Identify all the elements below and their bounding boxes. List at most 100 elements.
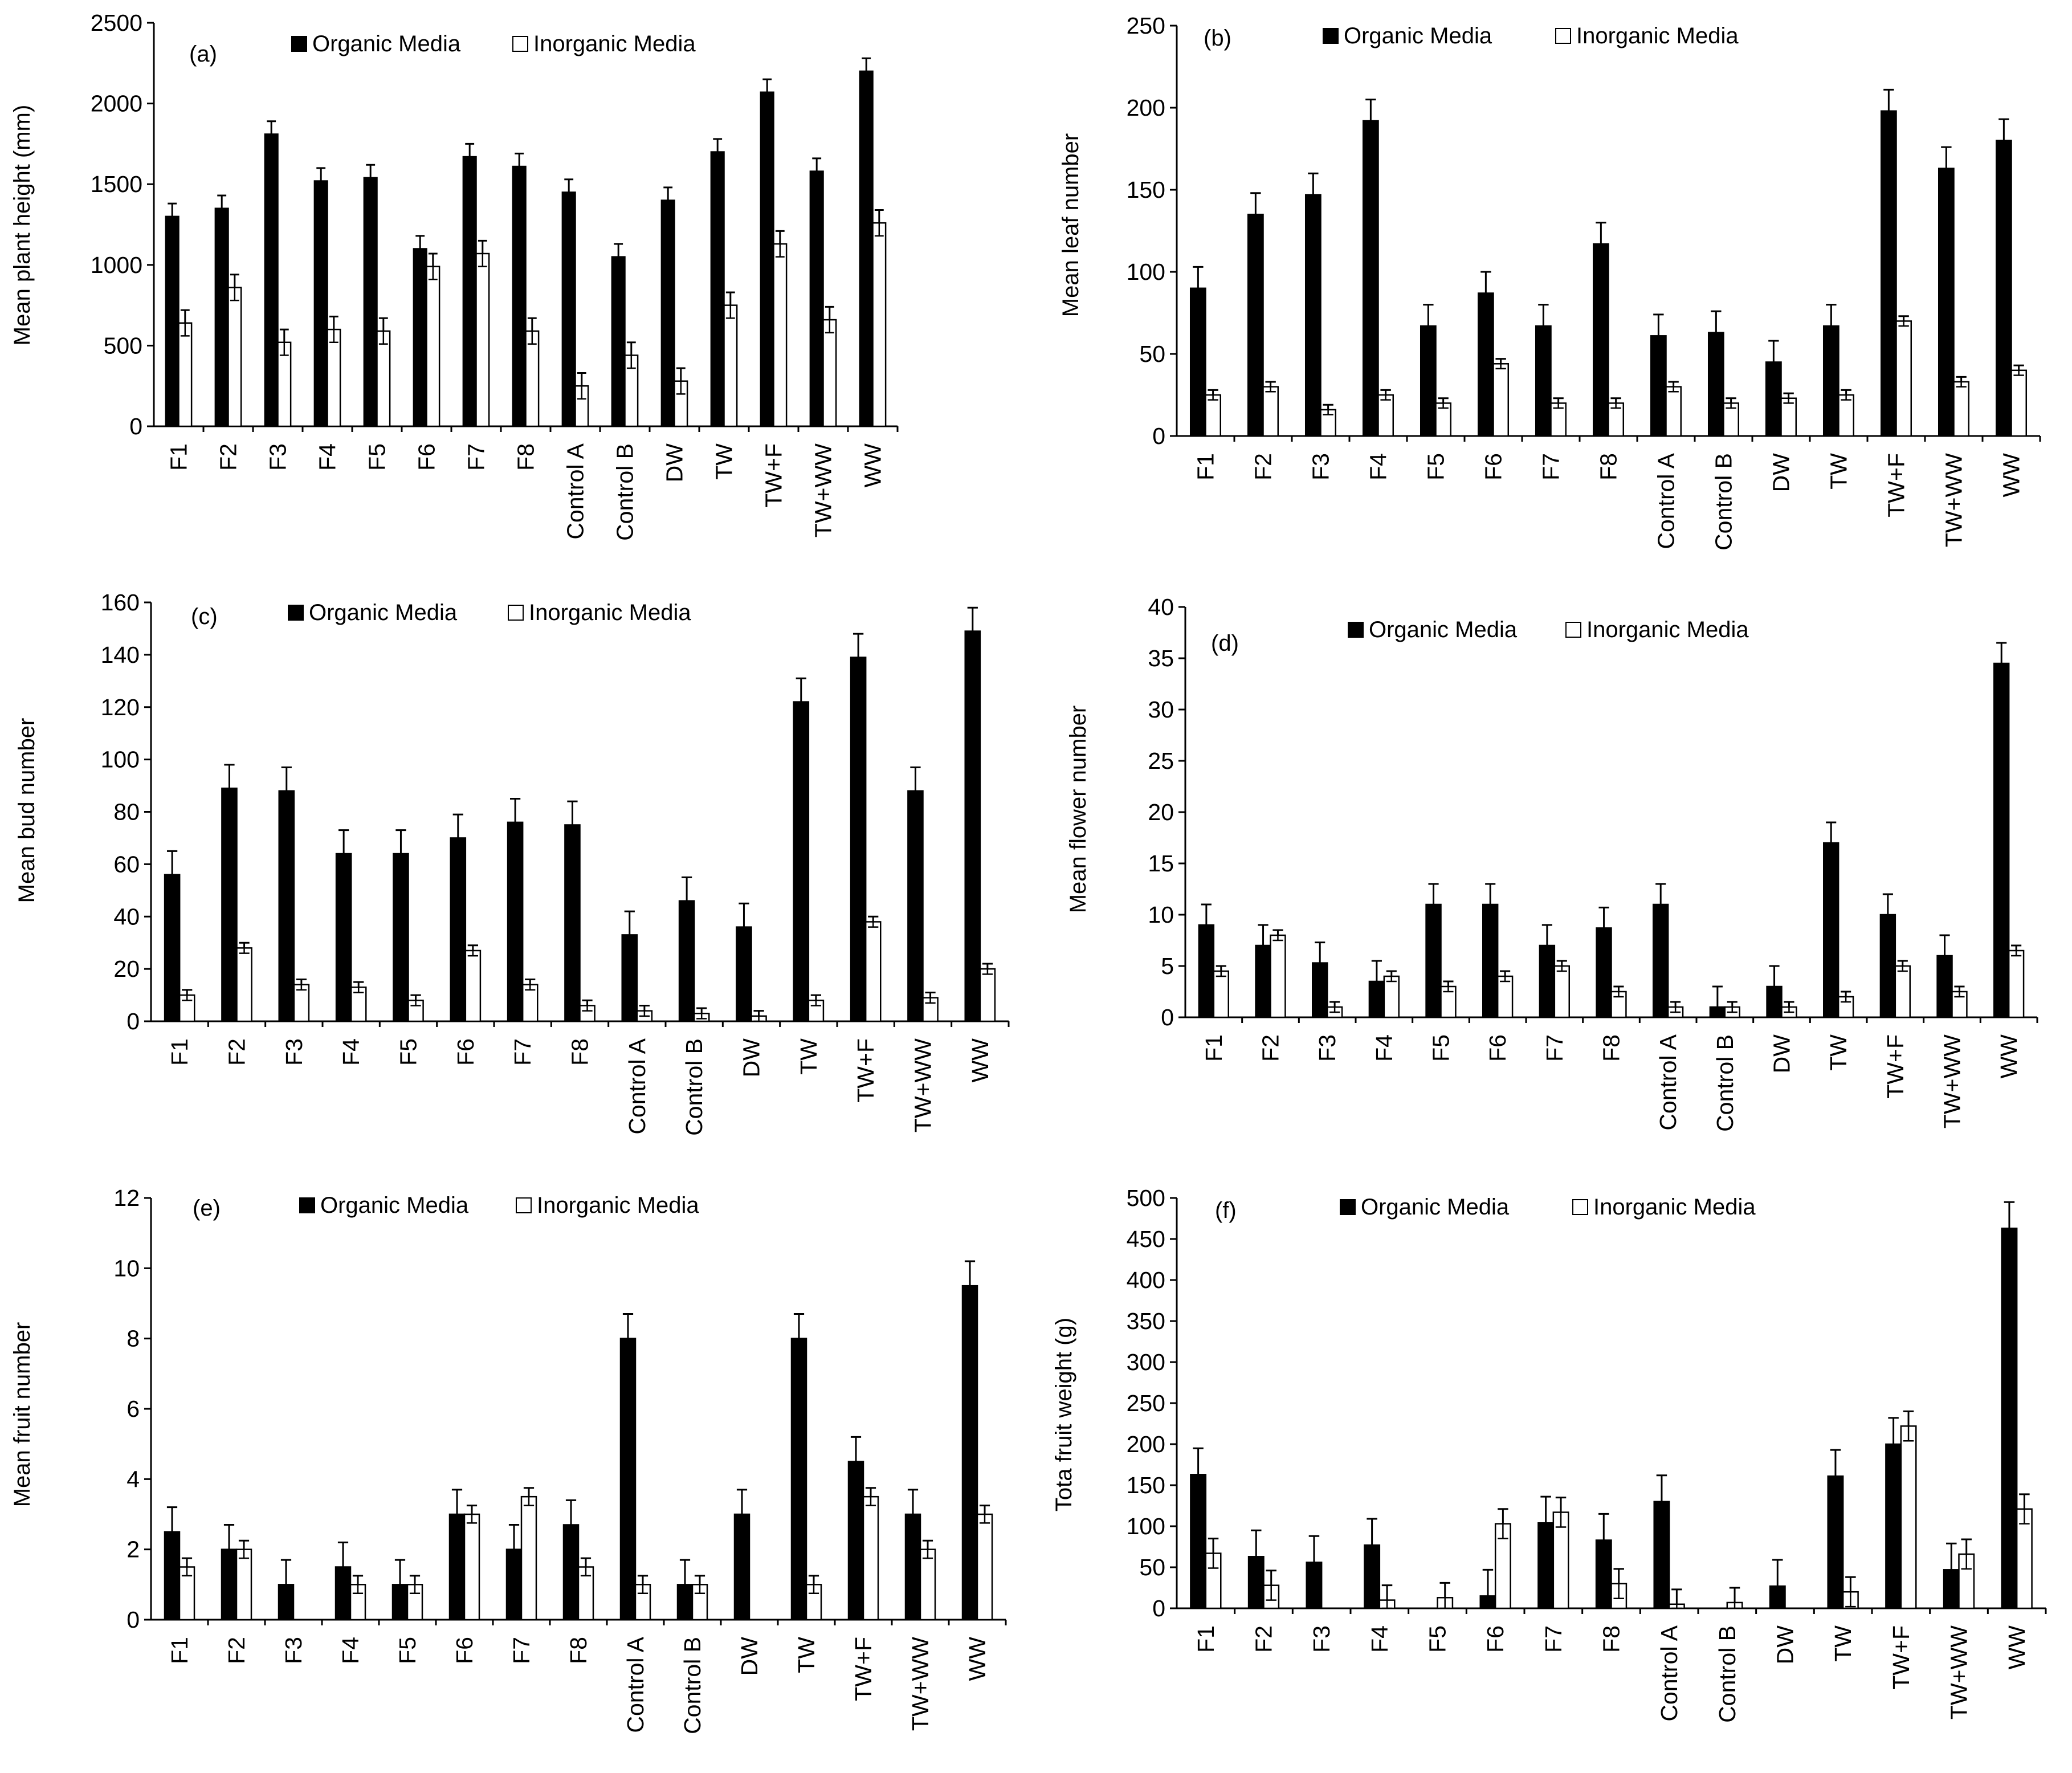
panel-a-legend-organic-label: Organic Media	[312, 31, 461, 56]
panel-a-category-label: F6	[414, 443, 440, 471]
panel-f-organic-bar	[1364, 1544, 1381, 1609]
panel-e-legend-inorganic-swatch	[516, 1197, 532, 1213]
panel-c-ytick-label: 80	[113, 799, 140, 825]
panel-f-legend-inorganic-swatch	[1572, 1199, 1588, 1215]
panel-b-organic-bar	[1592, 243, 1609, 437]
panel-d-organic-bar	[1312, 962, 1328, 1018]
panel-b-category-label: F4	[1365, 453, 1392, 480]
panel-d-category-label: TW	[1825, 1034, 1851, 1071]
panel-e-organic-bar	[733, 1513, 751, 1621]
panel-c-organic-bar	[221, 787, 238, 1022]
panel-f-ytick-label: 500	[1127, 1185, 1165, 1211]
panel-a-organic-bar	[264, 133, 279, 427]
panel-e-category-label: Control B	[679, 1637, 705, 1734]
panel-b-organic-bar	[1420, 325, 1437, 437]
panel-d-category-label: F2	[1258, 1034, 1284, 1062]
panel-e-tag: (e)	[193, 1196, 221, 1221]
panel-a-category-label: TW	[711, 443, 737, 480]
panel-a-organic-bar	[611, 256, 626, 427]
panel-f-ytick-label: 300	[1127, 1349, 1165, 1375]
panel-e-category-label: F8	[565, 1637, 592, 1664]
panel-a-organic-bar	[809, 170, 824, 427]
panel-a-organic-bar	[512, 165, 527, 427]
panel-d-ytick-label: 30	[1148, 696, 1174, 723]
panel-a-ytick-label: 2000	[91, 91, 142, 117]
panel-b-ytick-label: 200	[1127, 95, 1165, 121]
panel-a-legend-inorganic-label: Inorganic Media	[533, 31, 696, 56]
panel-b-category-label: DW	[1768, 453, 1794, 492]
panel-f-category-label: Control B	[1714, 1625, 1740, 1723]
panel-c-category-label: F8	[567, 1038, 593, 1066]
panel-b-inorganic-bar	[1262, 386, 1279, 437]
panel-f-category-label: TW+F	[1888, 1625, 1914, 1690]
panel-b-category-label: WW	[1998, 453, 2025, 498]
panel-a-organic-bar	[561, 191, 576, 427]
panel-c-category-label: F7	[509, 1038, 536, 1066]
panel-d-ytick-label: 40	[1148, 594, 1174, 620]
panel-d-ytick-label: 0	[1161, 1004, 1174, 1030]
panel-d-inorganic-bar	[1496, 975, 1514, 1018]
panel-d-ytick-label: 15	[1148, 850, 1174, 877]
panel-a-organic-bar	[313, 180, 328, 427]
panel-b-legend: Organic Media Inorganic Media	[1323, 23, 1739, 48]
panel-d-category-label: TW+F	[1882, 1034, 1908, 1099]
panel-e-inorganic-bar	[919, 1548, 936, 1621]
panel-f-ytick-label: 400	[1127, 1267, 1165, 1293]
panel-e-ytick-label: 8	[127, 1326, 140, 1352]
panel-c-ytick-label: 100	[101, 747, 140, 773]
panel-d-legend-organic-swatch	[1348, 622, 1364, 638]
panel-a-ytick-label: 1500	[91, 171, 142, 197]
panel-e-category-label: DW	[736, 1637, 762, 1676]
panel-b-category-label: F6	[1480, 453, 1507, 480]
panel-b-category-label: F8	[1596, 453, 1622, 480]
panel-d-organic-bar	[1482, 903, 1499, 1018]
panel-c: Mean bud number (c) Organic Media Inorga…	[14, 589, 1010, 1136]
panel-f-ytick-label: 200	[1127, 1431, 1165, 1457]
panel-a-organic-bar	[760, 91, 774, 427]
panel-c-category-label: Control A	[624, 1038, 650, 1134]
panel-d-organic-bar	[1766, 985, 1783, 1018]
panel-e-plot: 0 2 4 6 8 10 12 F1 F2 F3 F4 F5 F6 F7 F8 Control A Contro…	[113, 1185, 1007, 1734]
panel-a-inorganic-bar	[426, 266, 440, 427]
panel-b-ytick-label: 50	[1139, 341, 1165, 367]
panel-d-category-label: F8	[1598, 1034, 1625, 1062]
panel-e-inorganic-bar	[235, 1548, 252, 1621]
panel-e-ytick-label: 4	[127, 1466, 140, 1492]
panel-c-category-label: TW+F	[853, 1038, 879, 1103]
panel-b-inorganic-bar	[2010, 369, 2028, 437]
panel-c-organic-bar	[678, 900, 695, 1022]
panel-b-organic-bar	[1995, 140, 2012, 437]
panel-d-category-label: Control B	[1712, 1034, 1738, 1132]
panel-e-organic-bar	[676, 1584, 694, 1621]
panel-a-inorganic-bar	[723, 304, 738, 427]
panel-c-ytick-label: 40	[113, 903, 140, 930]
panel-f-category-label: F8	[1598, 1625, 1625, 1653]
panel-f-organic-bar	[1769, 1585, 1786, 1609]
panel-c-plot: 0 20 40 60 80 100 120 140 160 F1 F2 F3 F4 F5 F6 F7 F8 Con…	[101, 589, 1010, 1136]
panel-b-inorganic-bar	[1838, 394, 1855, 437]
panel-d-category-label: TW+WW	[1939, 1034, 1965, 1128]
panel-d-category-label: F6	[1484, 1034, 1511, 1062]
panel-b-inorganic-bar	[1377, 394, 1394, 437]
panel-c-organic-bar	[564, 824, 581, 1022]
panel-e-ytick-label: 6	[127, 1396, 140, 1422]
panel-a-organic-bar	[710, 151, 725, 427]
panel-c-organic-bar	[621, 934, 638, 1022]
panel-c-inorganic-bar	[293, 984, 310, 1022]
panel-b-organic-bar	[1362, 120, 1379, 437]
panel-a-organic-bar	[660, 199, 675, 427]
panel-c-legend-organic-label: Organic Media	[309, 600, 458, 625]
panel-f-organic-bar	[1247, 1556, 1265, 1609]
panel-e-category-label: Control A	[622, 1636, 648, 1733]
panel-c-category-label: F1	[166, 1038, 193, 1066]
panel-c-organic-bar	[507, 821, 524, 1022]
panel-f-category-label: F6	[1482, 1625, 1508, 1653]
panel-b-category-label: TW	[1826, 453, 1852, 490]
panel-c-organic-bar	[793, 701, 810, 1022]
panel-b-plot: 0 50 100 150 200 250 F1 F2 F3 F4 F5 F6 F7 F8 Control A…	[1127, 13, 2041, 551]
panel-c-legend-inorganic-swatch	[508, 605, 524, 621]
panel-f-category-label: TW+WW	[1946, 1625, 1972, 1719]
panel-e-ytick-label: 0	[127, 1607, 140, 1633]
panel-d-category-label: WW	[1996, 1034, 2022, 1079]
panel-f-inorganic-bar	[1900, 1425, 1917, 1609]
